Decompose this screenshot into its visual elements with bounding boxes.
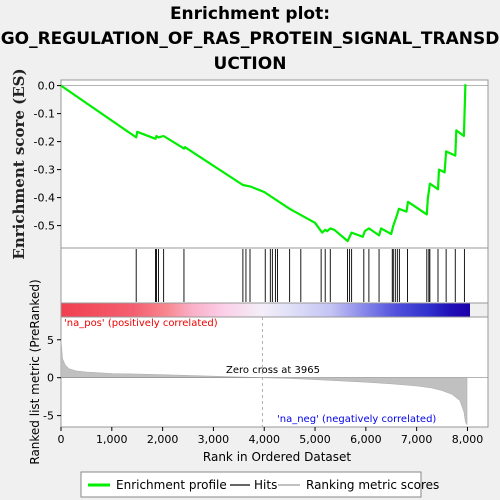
x-tick-label-5: 5,000 [299,433,331,446]
es-y-tick-label-2: -0.2 [34,136,55,149]
legend-profile-label: Enrichment profile [116,478,227,492]
rank-colorbar [61,303,470,317]
x-tick-label-1: 1,000 [96,433,128,446]
metric-axis-label: Ranked list metric (PreRanked) [28,279,42,464]
x-tick-label-4: 4,000 [248,433,280,446]
legend: Enrichment profile Hits Ranking metric s… [80,471,439,498]
x-tick-label-8: 8,000 [452,433,484,446]
es-y-tick-label-4: -0.4 [34,192,55,205]
es-y-tick-label-1: -0.1 [34,108,55,121]
metric-y-tick-label-2: -5 [43,410,54,423]
chart-title-line-1: Enrichment plot: [170,4,330,24]
x-axis-label: Rank in Ordered Dataset [203,450,351,464]
positive-correlation-label: 'na_pos' (positively correlated) [64,318,218,329]
es-y-tick-label-3: -0.3 [34,164,55,177]
x-tick-label-7: 7,000 [401,433,433,446]
legend-hits-label: Hits [254,478,277,492]
es-y-tick-label-5: -0.5 [34,220,55,233]
x-tick-label-2: 2,000 [147,433,179,446]
zero-cross-label: Zero cross at 3965 [226,365,320,376]
x-tick-label-6: 6,000 [350,433,382,446]
legend-metric-label: Ranking metric scores [306,478,439,492]
ranked-metric-area [60,339,468,425]
metric-y-tick-label-0: 5 [47,334,54,347]
es-axis-label: Enrichment score (ES) [10,68,28,259]
metric-y-tick-label-1: 0 [47,372,54,385]
chart-title-line-3: UCTION [214,54,287,74]
x-tick-label-3: 3,000 [198,433,230,446]
x-tick-label-0: 0 [58,433,65,446]
negative-correlation-label: 'na_neg' (negatively correlated) [277,414,436,425]
chart-title-line-2: GO_REGULATION_OF_RAS_PROTEIN_SIGNAL_TRAN… [1,29,500,49]
metric-panel [60,316,489,428]
es-panel [60,79,489,249]
es-y-tick-label-0: 0.0 [38,80,56,93]
hits-panel [60,247,489,304]
enrichment-profile-line [60,84,467,243]
